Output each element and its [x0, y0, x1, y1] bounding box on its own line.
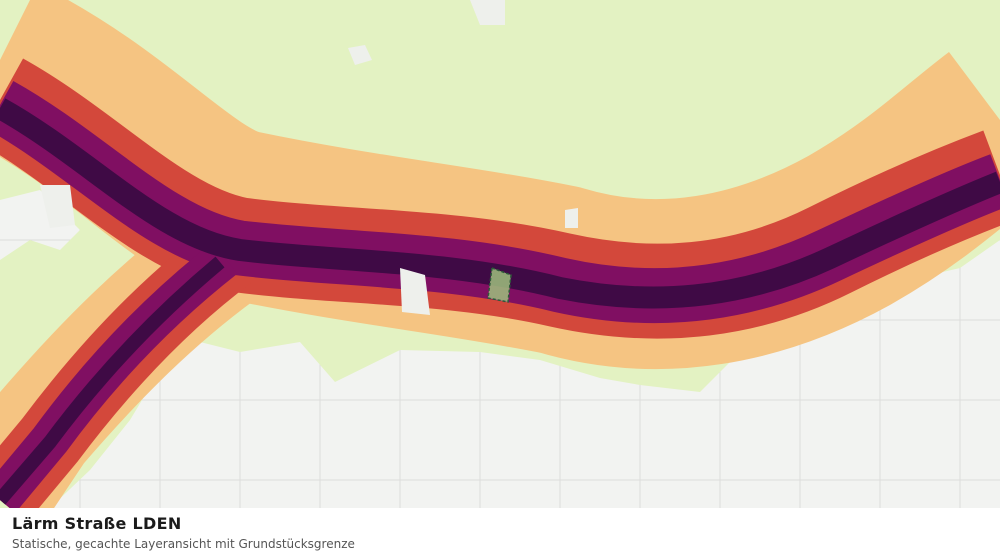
- map-subtitle: Statische, gecachte Layeransicht mit Gru…: [12, 537, 355, 551]
- noise-band-70: [0, 98, 1000, 309]
- building-gaps: [40, 0, 578, 315]
- caption: Lärm Straße LDEN Statische, gecachte Lay…: [12, 512, 355, 551]
- map-title: Lärm Straße LDEN: [12, 514, 182, 533]
- parcel-boundary[interactable]: [487, 266, 512, 303]
- noise-map: [0, 0, 1000, 508]
- noise-band-70: [0, 256, 225, 505]
- noise-bands: [0, 0, 1000, 508]
